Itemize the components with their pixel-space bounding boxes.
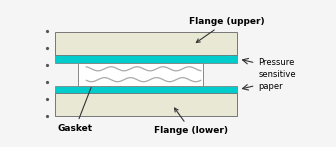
Text: Pressure
sensitive
paper: Pressure sensitive paper — [258, 58, 296, 91]
Bar — [55, 55, 237, 63]
Bar — [55, 86, 237, 93]
Text: Flange (lower): Flange (lower) — [154, 108, 228, 135]
Bar — [79, 63, 204, 86]
Bar — [55, 93, 237, 116]
Text: Flange (upper): Flange (upper) — [189, 17, 265, 42]
Bar — [55, 32, 237, 55]
Text: Gasket: Gasket — [58, 77, 96, 133]
